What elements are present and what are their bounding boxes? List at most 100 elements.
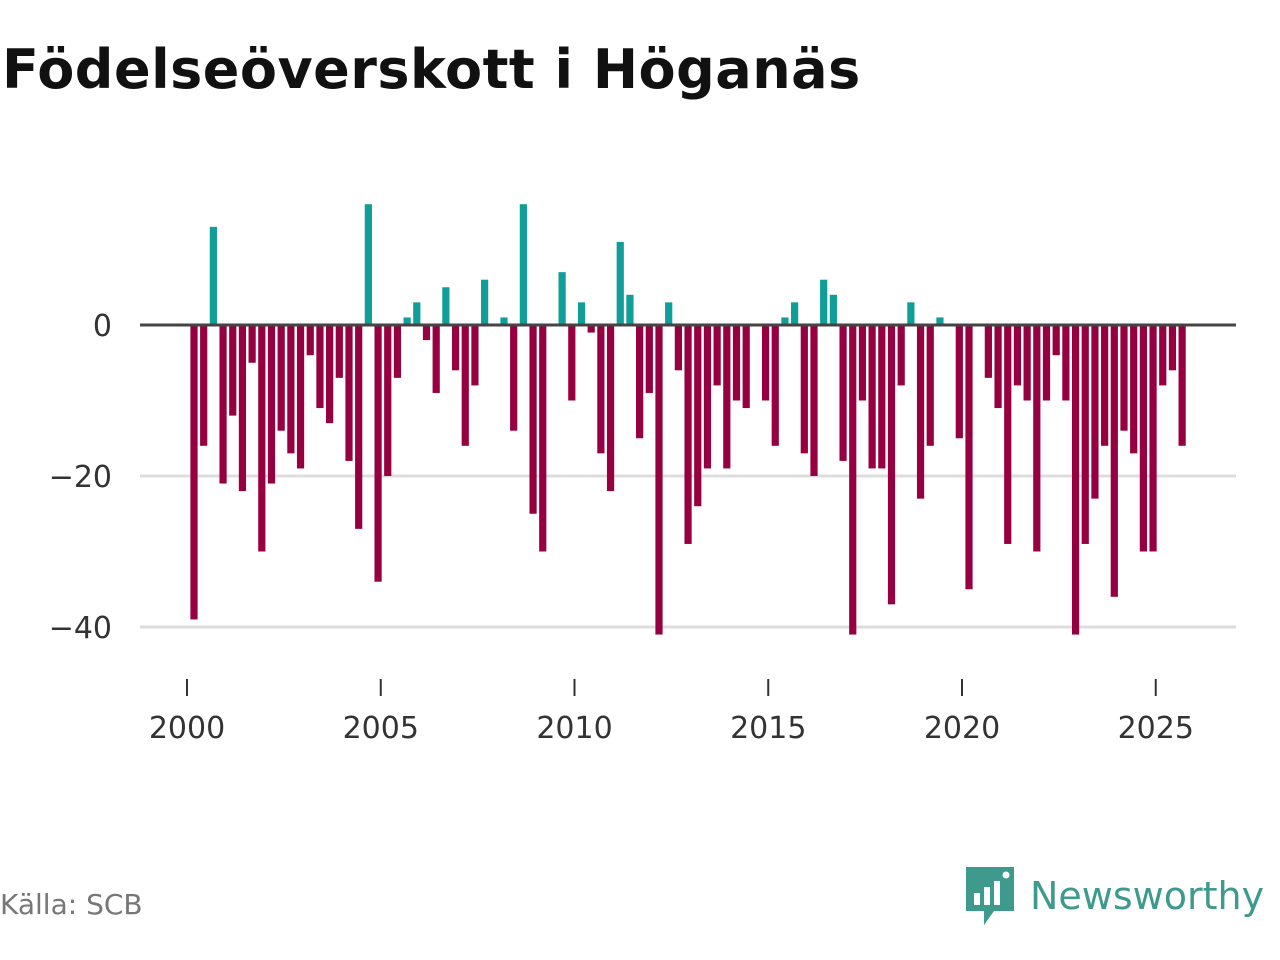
bar xyxy=(1091,325,1099,499)
bar xyxy=(907,302,915,325)
bar xyxy=(984,325,992,378)
bar xyxy=(568,325,576,401)
bar xyxy=(190,325,198,620)
bar xyxy=(355,325,363,529)
bar xyxy=(306,325,314,356)
bar xyxy=(665,302,673,325)
bar xyxy=(267,325,276,484)
bar xyxy=(403,317,411,325)
bar xyxy=(742,325,750,409)
bar xyxy=(529,325,537,514)
x-tick-label: 2020 xyxy=(924,711,1000,746)
bar xyxy=(1052,325,1060,356)
x-tick-label: 2025 xyxy=(1118,711,1194,746)
bar xyxy=(694,325,702,507)
bar xyxy=(606,325,615,492)
bar xyxy=(858,325,867,401)
bar xyxy=(345,325,353,461)
bar xyxy=(713,325,721,386)
bar xyxy=(558,272,566,325)
bar xyxy=(616,241,624,325)
x-tick-label: 2005 xyxy=(343,711,419,746)
chart-title: Födelseöverskott i Höganäs xyxy=(2,38,861,101)
bar xyxy=(1023,325,1031,401)
bar xyxy=(655,325,663,635)
bars-layer xyxy=(190,204,1186,635)
bar xyxy=(1042,325,1051,401)
bar xyxy=(1071,325,1080,635)
bar xyxy=(1159,325,1167,386)
bar xyxy=(1168,325,1177,371)
bar xyxy=(868,325,876,469)
bar xyxy=(994,325,1002,409)
brand-logo[interactable]: Newsworthy xyxy=(964,864,1264,928)
bar xyxy=(936,317,944,325)
bar xyxy=(200,325,208,446)
bar xyxy=(393,325,402,378)
bar xyxy=(810,325,818,476)
newsworthy-logo-icon xyxy=(966,867,1014,925)
bar xyxy=(335,325,343,378)
bar xyxy=(539,325,547,552)
bar xyxy=(645,325,653,393)
bar xyxy=(878,325,886,469)
bar xyxy=(916,325,925,499)
bar xyxy=(761,325,770,401)
bar xyxy=(432,325,440,393)
bar xyxy=(296,325,305,469)
bar xyxy=(839,325,847,461)
bar xyxy=(1033,325,1041,552)
bar xyxy=(1139,325,1147,552)
bar xyxy=(771,325,779,446)
bar xyxy=(626,294,634,325)
bar xyxy=(461,325,469,446)
brand-name: Newsworthy xyxy=(1030,874,1265,918)
bar xyxy=(500,317,508,325)
y-tick-label: 0 xyxy=(93,309,112,344)
bar xyxy=(1013,325,1022,386)
bar xyxy=(248,325,256,363)
bar xyxy=(1120,325,1128,431)
bar xyxy=(316,325,324,409)
bar xyxy=(1149,325,1157,552)
bar xyxy=(887,325,896,605)
bar xyxy=(326,325,334,424)
bar xyxy=(238,325,247,492)
bar xyxy=(1004,325,1012,544)
bar xyxy=(684,325,692,544)
bar xyxy=(471,325,479,386)
bar xyxy=(451,325,460,371)
bar xyxy=(287,325,295,454)
bar xyxy=(413,302,421,325)
bar xyxy=(577,302,586,325)
bar xyxy=(374,325,382,582)
bar xyxy=(229,325,237,416)
bar xyxy=(965,325,973,590)
bar xyxy=(955,325,963,439)
bar xyxy=(732,325,741,401)
bar xyxy=(820,279,828,325)
bar xyxy=(1178,325,1186,446)
bar xyxy=(781,317,789,325)
y-tick-label: −40 xyxy=(49,611,112,646)
bar xyxy=(587,325,595,333)
bar xyxy=(384,325,392,476)
bar xyxy=(800,325,808,454)
bar xyxy=(723,325,731,469)
bar xyxy=(849,325,857,635)
bar xyxy=(1062,325,1070,401)
bar xyxy=(703,325,712,469)
bar xyxy=(277,325,285,431)
bar xyxy=(1101,325,1109,446)
bar xyxy=(1110,325,1118,597)
bar xyxy=(829,294,837,325)
bar xyxy=(926,325,934,446)
bar xyxy=(258,325,266,552)
bar xyxy=(897,325,905,386)
bar xyxy=(209,226,217,325)
bar xyxy=(636,325,644,439)
bar xyxy=(1081,325,1089,544)
x-tick-label: 2015 xyxy=(730,711,806,746)
bar xyxy=(219,325,227,484)
